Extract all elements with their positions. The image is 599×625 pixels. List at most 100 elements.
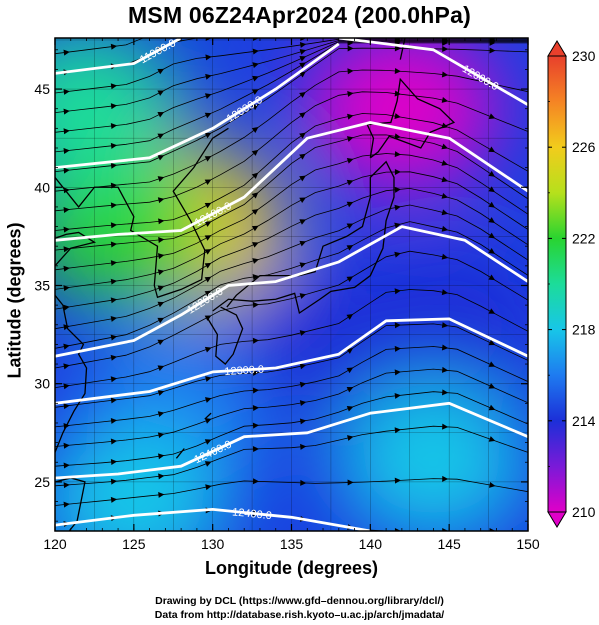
streamline [55,368,528,447]
wind-arrow [63,167,70,174]
x-axis-ticks: 120 125 130 135 140 145 150 [43,38,540,552]
wind-arrow [63,30,69,36]
chart-title: MSM 06Z24Apr2024 (200.0hPa) [128,2,471,28]
wind-arrow [157,339,165,346]
wind-arrow [299,56,307,62]
wind-arrow [442,423,449,430]
coastline [175,448,185,459]
height-contour [55,401,528,480]
wind-arrow [157,301,165,308]
wind-arrow [346,179,354,186]
streamline [55,221,528,349]
wind-arrow [157,390,165,396]
wind-arrow [346,245,354,251]
coastline [366,77,456,159]
wind-arrow [110,182,118,189]
y-tick-label: 25 [34,474,50,490]
wind-arrow [441,322,449,329]
x-tick-label: 150 [516,536,540,552]
wind-arrow [251,149,259,156]
wind-arrow [206,0,212,2]
wind-arrow [110,103,118,110]
wind-arrow [110,222,118,229]
y-tick-label: 35 [34,277,50,293]
wind-arrow [157,28,164,33]
wind-arrow [252,242,259,248]
wind-arrow [204,112,212,119]
wind-arrow [63,147,70,154]
streamline [55,391,528,467]
wind-arrow [488,248,496,254]
wind-arrow [299,132,306,139]
wind-arrow [348,15,354,21]
wind-arrow [488,146,496,153]
streamline [55,425,528,487]
wind-arrow [157,68,165,75]
wind-arrow [63,108,70,115]
wind-arrow [300,443,307,450]
height-contour [55,225,528,358]
wind-arrow [490,0,496,2]
colorbar-tick-label: 214 [572,413,596,429]
wind-arrow [204,249,212,255]
wind-arrow [488,339,496,346]
wind-arrow [205,54,212,61]
wind-arrow [299,418,307,425]
wind-arrow [394,186,401,193]
wind-arrow [157,197,165,204]
wind-arrow [299,363,307,370]
wind-arrow [394,392,401,399]
wind-arrow [110,478,118,485]
wind-arrow [110,496,118,503]
wind-arrow [157,432,165,439]
y-tick-label: 30 [34,376,50,392]
wind-arrow [300,479,307,486]
colorbar: 210 214 218 222 226 230 [547,40,596,528]
wind-arrow [299,240,307,247]
y-axis-label: Latitude (degrees) [4,222,25,379]
wind-arrow [346,367,354,374]
wind-arrow [63,187,70,194]
wind-arrow [204,93,212,100]
wind-arrow [488,217,496,223]
height-contour [55,121,528,242]
wind-arrow [157,253,165,260]
wind-arrow [63,206,70,213]
wind-arrow [394,369,401,376]
wind-arrow [63,128,70,135]
wind-streamlines [55,0,528,531]
temperature-patch [55,38,182,189]
wind-arrow [442,45,449,52]
x-tick-label: 125 [122,536,146,552]
wind-arrow [394,427,401,434]
streamline [55,38,528,74]
wind-arrow [441,122,449,129]
wind-arrow [441,209,449,216]
wind-arrow [299,400,307,407]
wind-arrow [300,0,306,2]
wind-arrow [490,15,496,21]
coastline [55,127,229,299]
wind-arrow [204,276,212,283]
wind-arrow [110,260,118,267]
wind-arrow [395,0,401,2]
wind-arrow [394,477,401,484]
wind-arrow [158,453,165,460]
wind-arrow [488,383,496,389]
wind-arrow [299,91,306,98]
wind-arrow [441,253,449,260]
wind-arrow [63,265,70,272]
x-tick-label: 130 [201,536,225,552]
wind-arrow [157,90,165,96]
wind-arrow [488,201,496,208]
wind-arrow [442,475,449,482]
wind-arrow [441,97,449,103]
wind-arrow [299,49,307,55]
wind-arrow [252,62,259,69]
wind-arrow [110,376,118,383]
streamline [55,113,528,231]
wind-arrow [441,176,449,183]
wind-arrow [299,153,306,160]
wind-arrow [395,15,401,21]
wind-arrow [157,155,165,161]
